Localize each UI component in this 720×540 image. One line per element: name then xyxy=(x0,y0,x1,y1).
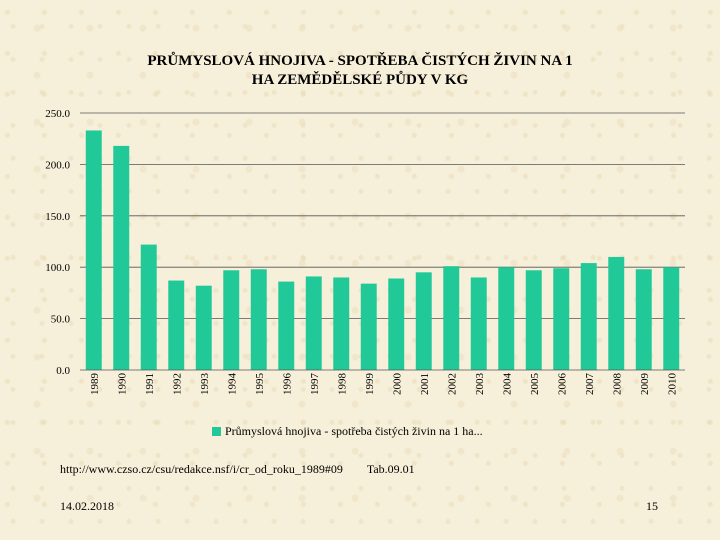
x-tick-label: 2008 xyxy=(611,373,623,396)
y-tick-label: 150.0 xyxy=(45,211,70,223)
legend-swatch xyxy=(212,427,221,436)
x-axis: 1989 1990 1991 1992 1993 1994 1995 1996 1997 1998… xyxy=(80,369,685,396)
x-tick-label: 1993 xyxy=(199,373,211,396)
bar xyxy=(168,280,185,370)
bar xyxy=(278,281,295,370)
bar xyxy=(443,266,460,370)
bar xyxy=(333,277,350,370)
slide-date: 14.02.2018 xyxy=(60,499,114,513)
bars xyxy=(85,130,680,370)
x-tick-label: 2006 xyxy=(556,373,568,396)
x-tick-label: 1998 xyxy=(336,373,348,396)
x-tick-label: 2001 xyxy=(419,373,431,395)
x-tick-label: 1997 xyxy=(309,373,321,396)
y-tick-label: 50.0 xyxy=(51,314,71,326)
x-tick-label: 2005 xyxy=(529,373,541,396)
bar xyxy=(580,263,597,370)
bar xyxy=(415,272,432,370)
x-tick-label: 2010 xyxy=(666,373,678,396)
bar xyxy=(223,270,240,370)
legend-label: Průmyslová hnojiva - spotřeba čistých ži… xyxy=(225,424,483,438)
x-tick-label: 1989 xyxy=(89,373,101,396)
bar xyxy=(360,283,377,370)
y-tick-label: 200.0 xyxy=(45,159,70,171)
bar xyxy=(85,130,102,370)
bar xyxy=(305,276,322,370)
y-axis: 0.0 50.0 100.0 150.0 200.0 250.0 xyxy=(45,108,70,377)
bar xyxy=(553,268,570,370)
source-url[interactable]: http://www.czso.cz/csu/redakce.nsf/i/cr_… xyxy=(60,462,343,476)
bar xyxy=(140,244,157,370)
bar xyxy=(608,256,625,370)
page-number: 15 xyxy=(646,499,658,513)
x-tick-label: 1994 xyxy=(226,373,238,396)
bar xyxy=(498,267,515,370)
legend: Průmyslová hnojiva - spotřeba čistých ži… xyxy=(212,424,483,439)
x-tick-label: 1995 xyxy=(254,373,266,396)
x-tick-label: 1996 xyxy=(281,373,293,396)
bar xyxy=(470,277,487,370)
bar xyxy=(663,267,680,370)
x-tick-label: 2003 xyxy=(474,373,486,396)
y-tick-label: 0.0 xyxy=(56,365,70,377)
bar xyxy=(525,270,542,370)
bar xyxy=(113,145,130,370)
bar xyxy=(388,278,405,370)
bar xyxy=(635,269,652,370)
y-tick-label: 250.0 xyxy=(45,108,70,120)
chart-title-line1: PRŮMYSLOVÁ HNOJIVA - SPOTŘEBA ČISTÝCH ŽI… xyxy=(147,53,573,69)
source-line: http://www.czso.cz/csu/redakce.nsf/i/cr_… xyxy=(60,462,415,477)
x-tick-label: 2002 xyxy=(446,373,458,395)
x-tick-label: 1992 xyxy=(171,373,183,395)
bar xyxy=(250,269,267,370)
x-tick-label: 2009 xyxy=(639,373,651,396)
x-tick-label: 1990 xyxy=(116,373,128,396)
bar xyxy=(195,285,212,370)
x-tick-label: 1999 xyxy=(364,373,376,396)
chart-title: PRŮMYSLOVÁ HNOJIVA - SPOTŘEBA ČISTÝCH ŽI… xyxy=(60,52,660,90)
chart-title-line2: HA ZEMĚDĚLSKÉ PŮDY V KG xyxy=(251,72,469,88)
source-table: Tab.09.01 xyxy=(366,462,415,476)
x-tick-label: 2000 xyxy=(391,373,403,396)
x-tick-label: 1991 xyxy=(144,373,156,395)
y-tick-label: 100.0 xyxy=(45,262,70,274)
x-tick-label: 2004 xyxy=(501,373,513,396)
x-tick-label: 2007 xyxy=(584,373,596,396)
